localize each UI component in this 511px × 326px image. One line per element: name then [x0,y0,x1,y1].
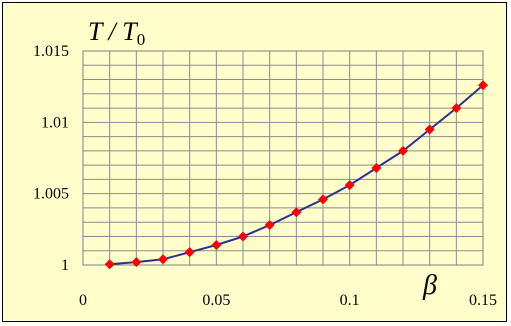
data-point-marker [398,145,408,156]
x-tick-labels: 0 0.05 0.1 0.15 [79,292,497,309]
data-point-marker [478,80,488,91]
plot-border [82,50,484,266]
x-tick-label: 0.1 [340,292,360,309]
x-tick-label: 0.05 [202,292,230,309]
x-axis-title: β [422,270,437,301]
series-markers [104,80,488,270]
data-point-marker [131,257,142,268]
y-axis-title-main: T / T [88,17,138,46]
y-tick-labels: 1 1.005 1.01 1.015 [33,43,69,274]
data-point-marker [291,207,302,218]
y-tick-label: 1 [61,257,69,274]
y-axis-title: T / T0 [88,17,145,49]
data-point-marker [104,259,115,270]
y-tick-label: 1.005 [33,186,69,203]
data-point-marker [264,220,275,231]
data-point-marker [238,231,248,242]
data-point-marker [371,162,382,173]
y-axis-title-subscript: 0 [137,30,146,49]
data-point-marker [451,103,462,114]
y-tick-label: 1.01 [41,114,69,131]
data-point-marker [318,194,328,205]
y-tick-label: 1.015 [33,43,69,60]
data-point-marker [211,240,222,251]
data-point-marker [158,254,168,265]
data-point-marker [344,180,355,191]
plot-area [83,51,483,265]
x-tick-label: 0 [79,292,87,309]
x-tick-label: 0.15 [469,292,497,309]
data-point-marker [424,124,435,135]
data-point-marker [184,247,195,258]
